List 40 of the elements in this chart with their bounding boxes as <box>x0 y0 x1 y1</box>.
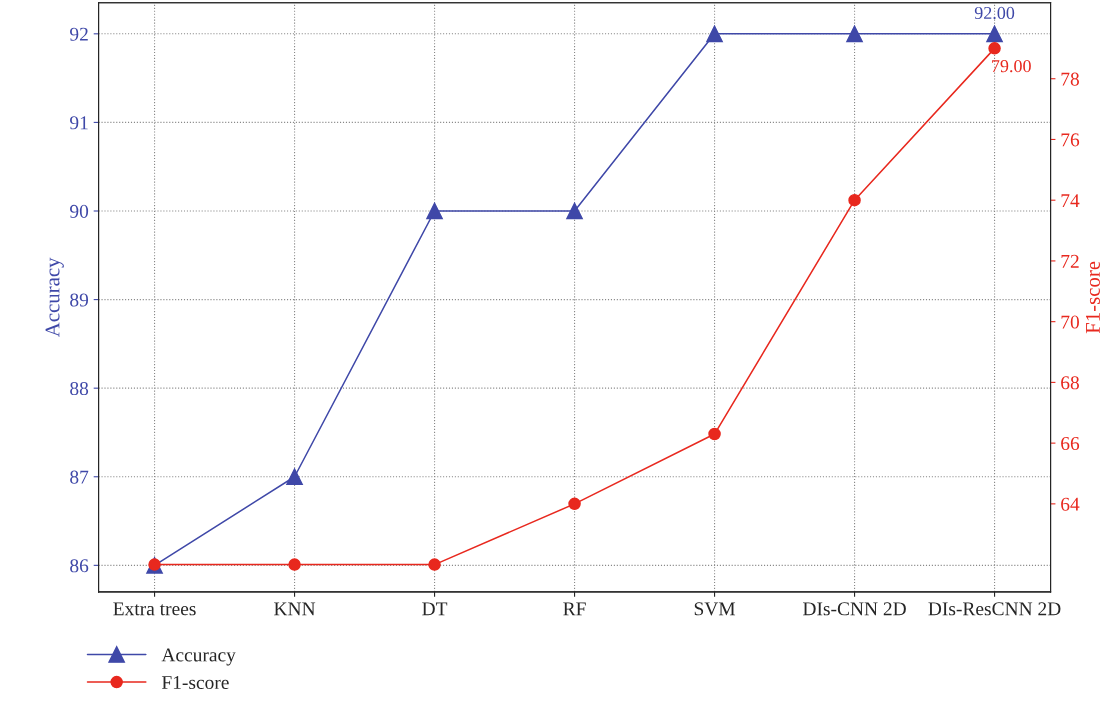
x-tick-label: Extra trees <box>113 602 196 616</box>
data-label: 79.00 <box>992 60 1031 73</box>
y-tick-label: 87 <box>70 470 89 484</box>
y-tick-label: 88 <box>70 381 89 396</box>
point <box>428 558 441 571</box>
y-tick-label: 90 <box>70 204 89 218</box>
y2-tick-label: 66 <box>1061 437 1080 451</box>
x-tick-label: KNN <box>274 602 316 616</box>
point <box>708 427 721 441</box>
y2-tick-label: 76 <box>1061 133 1080 147</box>
point <box>566 202 583 220</box>
y2-axis-title: F1-score <box>1085 261 1100 334</box>
y-axis-title: Accuracy <box>45 257 64 338</box>
x-tick-label: RF <box>563 602 586 616</box>
x-tick-label: DIs-ResCNN 2D <box>928 602 1061 616</box>
point <box>988 42 1001 55</box>
point <box>286 468 303 486</box>
y2-tick-label: 78 <box>1061 72 1079 86</box>
data-label: 92.00 <box>974 6 1015 20</box>
y2-tick-label: 74 <box>1061 194 1080 207</box>
y-tick-label: 89 <box>70 293 89 307</box>
legend-label: F1-score <box>161 676 229 690</box>
legend-label: Accuracy <box>161 648 236 666</box>
point <box>848 193 861 207</box>
point <box>986 25 1003 43</box>
y2-tick-label: 64 <box>1061 497 1080 511</box>
y2-tick-label: 68 <box>1061 376 1079 390</box>
y-tick-label: 86 <box>70 559 89 573</box>
point <box>426 202 443 220</box>
y-tick-label: 92 <box>70 27 88 41</box>
x-tick-label: DT <box>422 602 448 616</box>
y2-tick-label: 72 <box>1061 254 1079 268</box>
x-tick-label: SVM <box>694 602 736 616</box>
point <box>846 25 863 43</box>
point <box>706 25 723 43</box>
point <box>288 558 301 571</box>
x-tick-label: DIs-CNN 2D <box>803 602 906 616</box>
y2-tick-label: 70 <box>1061 315 1079 329</box>
y-tick-label: 91 <box>70 116 88 130</box>
point <box>568 497 581 511</box>
